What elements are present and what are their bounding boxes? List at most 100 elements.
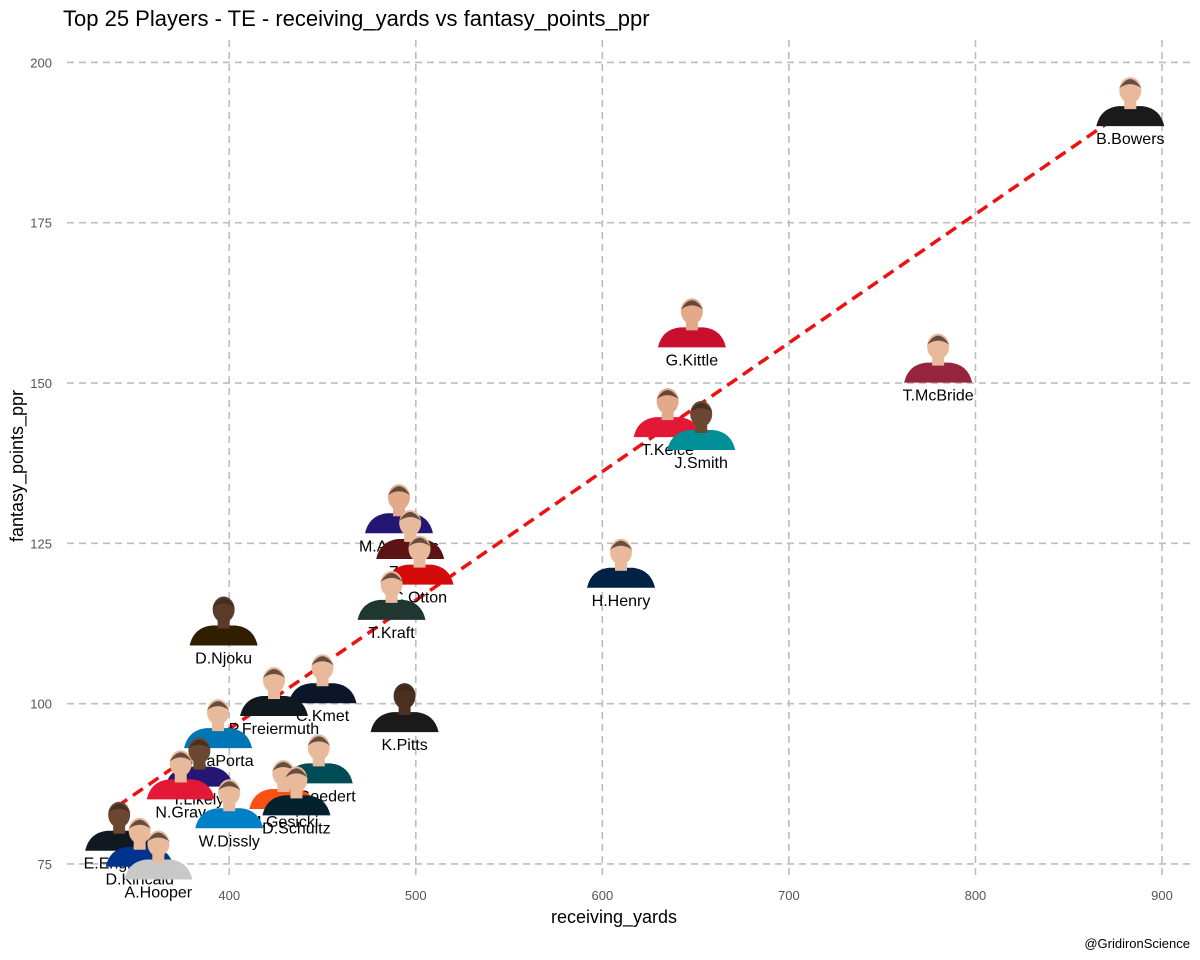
- chart-title: Top 25 Players - TE - receiving_yards vs…: [63, 6, 650, 31]
- point-label: J.Smith: [675, 455, 728, 472]
- y-tick-label: 75: [38, 857, 52, 872]
- y-axis-title: fantasy_points_ppr: [7, 390, 28, 542]
- x-tick-label: 800: [965, 888, 987, 903]
- caption: @GridironScience: [1084, 936, 1190, 951]
- player-neck: [268, 690, 281, 700]
- player-jersey: [370, 712, 439, 733]
- player-neck: [404, 532, 417, 542]
- player-point: K.Pitts: [370, 683, 439, 754]
- player-neck: [615, 561, 627, 571]
- player-hair: [399, 511, 422, 521]
- player-neck: [398, 706, 411, 716]
- player-neck: [932, 356, 945, 366]
- player-jersey: [657, 327, 726, 348]
- player-neck: [392, 507, 405, 517]
- player-jersey: [667, 429, 736, 450]
- player-hair: [1119, 79, 1142, 89]
- player-neck: [174, 773, 187, 783]
- player-jersey: [195, 808, 264, 829]
- point-label: T.Kraft: [368, 625, 415, 642]
- player-hair: [408, 537, 431, 547]
- point-label: H.Henry: [592, 593, 651, 610]
- y-tick-label: 150: [30, 376, 52, 391]
- player-neck: [1124, 100, 1137, 110]
- player-jersey: [262, 795, 331, 816]
- player-point: D.Njoku: [189, 596, 258, 668]
- player-hair: [285, 768, 308, 778]
- player-point: G.Kittle: [657, 298, 726, 369]
- player-jersey: [240, 696, 309, 717]
- player-points: B.BowersG.KittleT.McBrideT.KelceJ.SmithM…: [84, 77, 1165, 902]
- player-neck: [695, 423, 708, 433]
- tick-labels: 400 500 600 700 800 900 75 100 125 150 175 200: [30, 55, 1173, 903]
- player-neck: [217, 619, 230, 629]
- player-neck: [152, 853, 165, 863]
- player-point: N.Gray: [146, 750, 215, 821]
- player-hair: [108, 803, 131, 813]
- player-neck: [290, 789, 303, 799]
- player-neck: [133, 840, 146, 850]
- player-neck: [661, 411, 674, 421]
- player-jersey: [288, 683, 357, 704]
- player-point: A.Hooper: [124, 830, 193, 902]
- y-tick-label: 125: [30, 536, 52, 551]
- point-label: D.Njoku: [195, 651, 252, 668]
- x-axis-title: receiving_yards: [551, 907, 677, 928]
- player-jersey: [587, 567, 655, 588]
- player-point: H.Henry: [587, 538, 655, 610]
- player-hair: [212, 598, 235, 608]
- player-neck: [193, 760, 206, 770]
- player-hair: [380, 572, 403, 582]
- player-hair: [387, 486, 410, 496]
- point-label: G.Kittle: [666, 352, 719, 369]
- player-point: J.Smith: [667, 400, 736, 472]
- player-hair: [927, 335, 950, 345]
- player-jersey: [189, 625, 258, 646]
- point-label: P.Freiermuth: [229, 721, 319, 738]
- player-jersey: [124, 859, 193, 880]
- player-neck: [212, 722, 225, 732]
- player-hair: [307, 736, 330, 746]
- player-point: B.Bowers: [1096, 77, 1165, 148]
- player-hair: [656, 390, 679, 400]
- player-neck: [223, 802, 236, 812]
- player-jersey: [385, 564, 454, 585]
- point-label: W.Dissly: [199, 833, 260, 850]
- trend-line-group: [116, 105, 1132, 808]
- point-label: T.McBride: [903, 388, 974, 405]
- x-tick-label: 700: [778, 888, 800, 903]
- player-neck: [277, 783, 290, 793]
- x-tick-label: 900: [1151, 888, 1173, 903]
- player-hair: [263, 669, 286, 679]
- player-point: C.Kmet: [288, 654, 357, 725]
- player-point: C.Otton: [385, 535, 454, 607]
- player-point: T.Kraft: [357, 570, 426, 642]
- player-jersey: [146, 779, 215, 800]
- player-jersey: [1096, 106, 1165, 127]
- player-neck: [113, 824, 126, 834]
- x-tick-label: 400: [218, 888, 240, 903]
- player-hair: [218, 781, 241, 791]
- point-label: B.Bowers: [1096, 131, 1164, 148]
- player-hair: [169, 752, 192, 762]
- player-point: P.Freiermuth: [229, 667, 319, 738]
- player-neck: [685, 321, 698, 331]
- player-hair: [128, 819, 151, 829]
- player-neck: [316, 677, 329, 687]
- player-hair: [690, 402, 713, 412]
- player-neck: [413, 558, 426, 568]
- x-tick-label: 500: [405, 888, 427, 903]
- player-neck: [385, 593, 398, 603]
- player-neck: [312, 757, 325, 767]
- point-label: A.Hooper: [125, 885, 193, 902]
- point-label: K.Pitts: [381, 737, 427, 754]
- player-point: T.McBride: [903, 333, 974, 405]
- player-point: D.Schultz: [262, 766, 331, 837]
- player-hair: [147, 832, 170, 842]
- trend-line: [116, 105, 1132, 808]
- player-hair: [207, 701, 230, 711]
- point-label: D.Schultz: [262, 820, 330, 837]
- player-hair: [188, 739, 211, 749]
- player-hair: [680, 300, 703, 310]
